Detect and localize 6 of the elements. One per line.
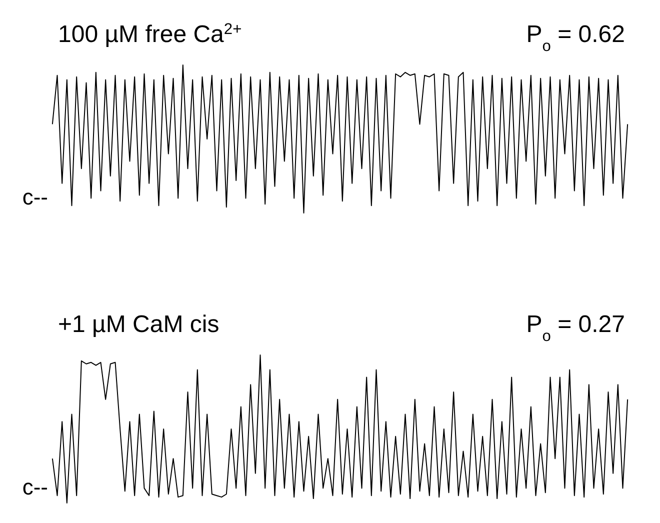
text: P$_{o}$ = 0.62 bbox=[526, 21, 625, 54]
chart-title: 100 µM free Ca$^{2+}$ bbox=[58, 20, 242, 48]
text: c-- bbox=[22, 184, 48, 210]
text: c-- bbox=[22, 474, 48, 500]
chart-title: +1 µM CaM cis bbox=[58, 311, 220, 338]
text: P$_{o}$ = 0.27 bbox=[526, 311, 625, 344]
